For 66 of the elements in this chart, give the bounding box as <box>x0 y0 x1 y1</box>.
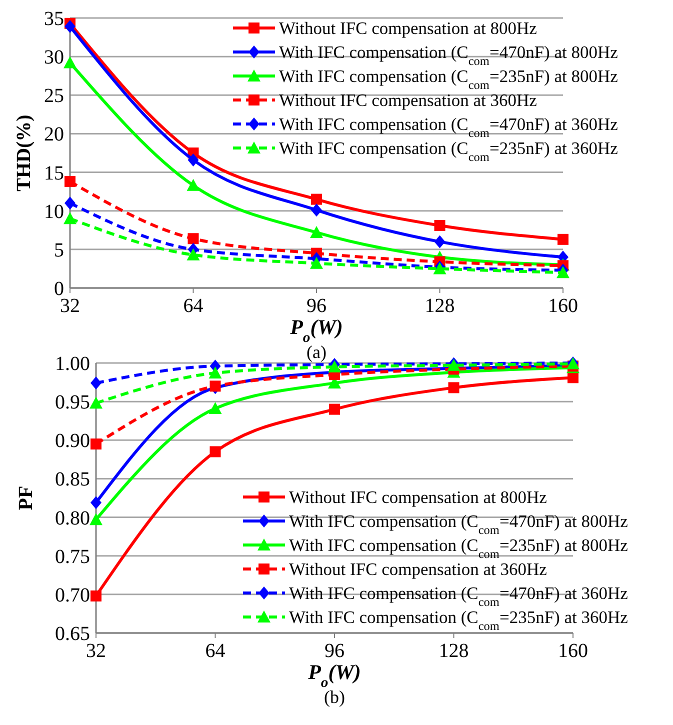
y-axis-title: THD(%) <box>13 114 35 192</box>
y-tick-label: 0.95 <box>55 392 90 414</box>
point <box>64 20 76 33</box>
y-tick-label: 0.85 <box>55 468 90 491</box>
y-tick-label: 0.80 <box>55 507 90 530</box>
point <box>64 196 76 210</box>
point <box>90 396 102 409</box>
point <box>90 496 102 510</box>
x-tick-label: 64 <box>205 640 226 662</box>
legend-label: Without IFC compensation at 360Hz <box>279 90 538 110</box>
legend-label: With IFC compensation (C$_{com}$=235nF) at 800Hz <box>279 66 618 92</box>
legend-label: With IFC compensation (C$_{com}$=235nF) at 800Hz <box>289 535 628 561</box>
point <box>558 234 568 245</box>
point <box>310 226 323 238</box>
x-tick-label: 96 <box>324 640 344 662</box>
point <box>90 513 102 526</box>
point <box>310 256 323 269</box>
y-tick-label: 5 <box>54 239 64 262</box>
point <box>64 56 76 68</box>
x-tick-label: 160 <box>548 295 578 317</box>
y-tick-label: 30 <box>44 46 64 69</box>
point <box>186 178 200 191</box>
y-tick-label: 15 <box>44 162 64 184</box>
point <box>90 590 102 602</box>
y-tick-label: 0.75 <box>55 546 90 568</box>
x-tick-label: 128 <box>438 640 469 662</box>
point <box>208 402 222 414</box>
y-tick-label: 25 <box>44 85 64 108</box>
y-tick-label: 0.70 <box>55 584 90 606</box>
point <box>311 194 322 205</box>
point <box>556 266 570 278</box>
point <box>64 212 76 224</box>
point <box>210 446 221 458</box>
point <box>568 372 578 384</box>
point <box>188 233 199 244</box>
point <box>186 248 200 260</box>
point <box>329 404 340 415</box>
y-tick-label: 1.00 <box>55 353 90 375</box>
x-tick-label: 96 <box>306 295 326 317</box>
point <box>311 204 322 217</box>
point <box>90 438 102 450</box>
y-axis-title: PF <box>15 486 37 510</box>
legend-label: Without IFC compensation at 360Hz <box>289 559 548 579</box>
legend-label: With IFC compensation (C$_{com}$=470nF) at 360Hz <box>279 114 618 140</box>
point <box>210 380 221 392</box>
point <box>434 220 446 232</box>
point <box>64 176 76 188</box>
point <box>448 382 460 394</box>
x-tick-label: 128 <box>424 295 455 317</box>
y-tick-label: 0.90 <box>55 430 90 452</box>
point <box>208 366 222 379</box>
legend-label: With IFC compensation (C$_{com}$=235nF) at 360Hz <box>279 138 618 164</box>
legend-label: Without IFC compensation at 800Hz <box>289 487 548 507</box>
legend-label: With IFC compensation (C$_{com}$=470nF) at 360Hz <box>289 583 628 609</box>
point <box>90 376 102 390</box>
legend-label: With IFC compensation (C$_{com}$=470nF) at 800Hz <box>279 42 618 68</box>
y-tick-label: 10 <box>44 200 64 223</box>
x-tick-label: 64 <box>183 295 204 317</box>
y-tick-label: 35 <box>44 8 64 30</box>
x-tick-label: 160 <box>558 640 588 662</box>
legend-label: With IFC compensation (C$_{com}$=235nF) at 360Hz <box>289 607 628 633</box>
y-tick-label: 20 <box>44 124 64 146</box>
legend-label: Without IFC compensation at 800Hz <box>279 18 538 38</box>
point <box>188 153 199 166</box>
legend-label: With IFC compensation (C$_{com}$=470nF) at 800Hz <box>289 511 628 537</box>
point <box>434 235 446 248</box>
